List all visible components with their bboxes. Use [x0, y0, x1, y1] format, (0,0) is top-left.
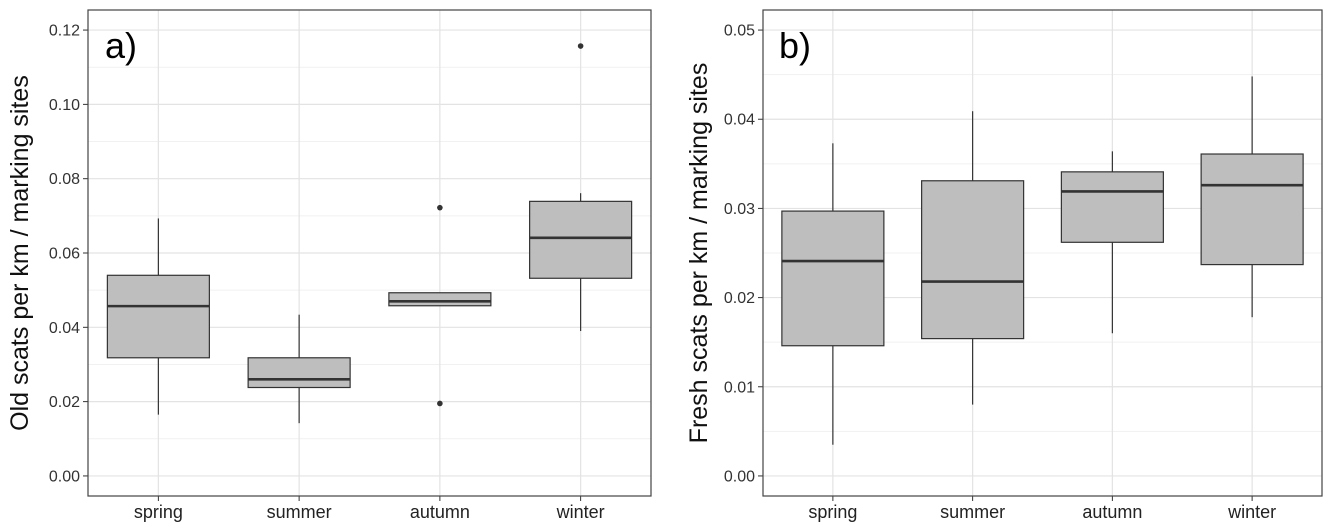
y-tick-label: 0.04: [724, 112, 755, 129]
panel-b: 0.00 0.01 0.02 0.03 0.04 0.05 spring summer autu…: [685, 9, 1323, 522]
outlier-point: [437, 400, 443, 407]
y-tick-label: 0.02: [49, 394, 80, 411]
y-tick-label: 0.03: [724, 201, 755, 218]
box-body: [388, 292, 492, 307]
y-tick-label: 0.02: [724, 290, 755, 307]
panel-border: [762, 9, 1323, 497]
x-category-label-winter: winter: [1227, 502, 1276, 522]
panel-a: 0.00 0.02 0.04 0.06 0.08 0.10 0.12 spring summer…: [6, 9, 652, 522]
box-body: [1060, 171, 1164, 243]
box-winter: [529, 43, 633, 332]
box-autumn: [388, 204, 492, 407]
panel-label: a): [105, 25, 137, 66]
box-body: [1200, 153, 1304, 266]
y-tick-label: 0.00: [724, 468, 755, 485]
y-tick-label: 0.01: [724, 379, 755, 396]
box-body: [529, 200, 633, 279]
box-summer: [247, 314, 351, 424]
y-tick-label: 0.12: [49, 23, 80, 40]
box-body: [106, 274, 210, 359]
outlier-point: [577, 43, 584, 49]
y-tick-label: 0.04: [49, 320, 80, 337]
y-axis-title: Old scats per km / marking sites: [6, 75, 34, 431]
y-tick-label: 0.06: [49, 246, 80, 263]
box-body: [247, 357, 351, 389]
box-summer: [921, 111, 1025, 405]
panel-label: b): [779, 25, 811, 66]
y-tick-label: 0.10: [49, 97, 80, 114]
x-category-label-winter: winter: [556, 502, 605, 522]
x-category-label-spring: spring: [808, 502, 857, 522]
panel-border: [87, 9, 652, 497]
x-category-label-summer: summer: [267, 502, 332, 522]
box-spring: [106, 218, 210, 415]
box-body: [921, 180, 1025, 340]
y-tick-label: 0.00: [49, 468, 80, 485]
outlier-point: [437, 204, 443, 211]
box-body: [781, 210, 885, 347]
x-category-label-autumn: autumn: [1082, 502, 1142, 522]
box-autumn: [1060, 151, 1164, 334]
box-winter: [1200, 76, 1304, 318]
x-category-label-spring: spring: [134, 502, 183, 522]
y-axis-title: Fresh scats per km / marking sites: [685, 63, 713, 444]
y-tick-label: 0.05: [724, 23, 755, 40]
box-spring: [781, 143, 885, 445]
x-category-label-summer: summer: [940, 502, 1005, 522]
y-tick-label: 0.08: [49, 171, 80, 188]
x-category-label-autumn: autumn: [410, 502, 470, 522]
